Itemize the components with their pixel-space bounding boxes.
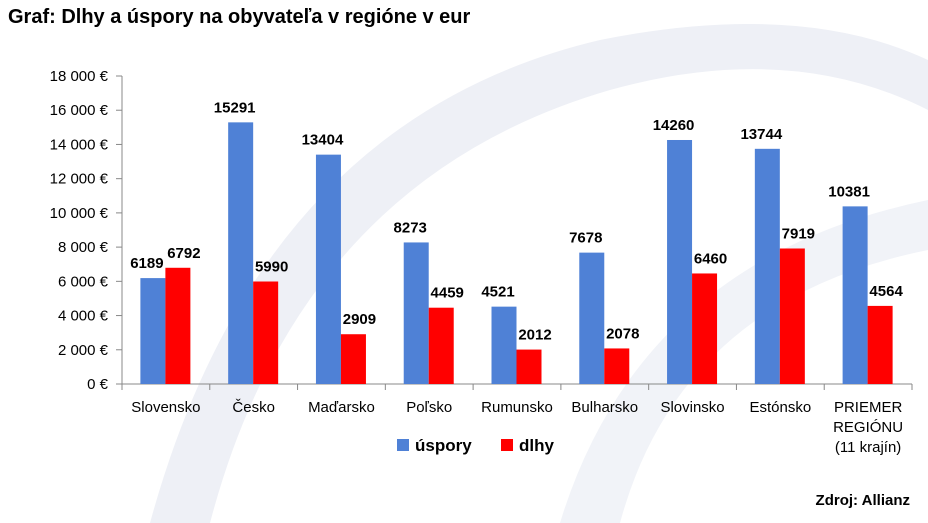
category-label: Rumunsko <box>481 399 553 416</box>
category-label: PRIEMER <box>834 399 903 416</box>
data-label: 4564 <box>869 283 903 300</box>
y-tick-label: 14 000 € <box>50 136 109 153</box>
data-label: 4521 <box>481 284 514 301</box>
bar-úspory <box>491 306 517 384</box>
bar-dlhy <box>779 248 805 384</box>
legend-label: dlhy <box>519 436 554 455</box>
category-label: Maďarsko <box>308 399 375 416</box>
category-label: Česko <box>232 399 275 416</box>
legend-label: úspory <box>415 436 472 455</box>
data-label: 13404 <box>302 132 344 149</box>
source-note: Zdroj: Allianz <box>815 492 910 509</box>
data-label: 14260 <box>653 117 695 134</box>
data-label: 7678 <box>569 230 602 247</box>
bar-dlhy <box>692 273 718 384</box>
category-label: (11 krajín) <box>835 439 901 456</box>
data-label: 2078 <box>606 325 639 342</box>
data-label: 7919 <box>782 225 815 242</box>
y-tick-label: 10 000 € <box>50 205 109 222</box>
bar-úspory <box>228 122 254 384</box>
chart-bars <box>140 122 893 384</box>
bar-dlhy <box>165 267 191 384</box>
data-label: 6189 <box>130 255 163 272</box>
bar-úspory <box>667 139 693 384</box>
data-label: 6792 <box>167 245 200 262</box>
y-tick-label: 0 € <box>87 376 109 393</box>
y-tick-label: 16 000 € <box>50 102 109 119</box>
legend-swatch-dlhy <box>501 439 513 451</box>
y-tick-label: 4 000 € <box>58 308 109 325</box>
bar-dlhy <box>340 334 366 384</box>
bar-dlhy <box>516 349 542 384</box>
category-label: Slovensko <box>131 399 200 416</box>
data-label: 8273 <box>394 219 427 236</box>
data-label: 10381 <box>828 183 870 200</box>
data-label: 15291 <box>214 99 256 116</box>
legend-swatch-úspory <box>397 439 409 451</box>
data-label: 4459 <box>431 285 464 302</box>
y-tick-label: 12 000 € <box>50 171 109 188</box>
bar-úspory <box>403 242 429 384</box>
category-label: REGIÓNU <box>833 419 903 436</box>
y-tick-label: 8 000 € <box>58 239 109 256</box>
y-tick-label: 2 000 € <box>58 342 109 359</box>
data-label: 13744 <box>740 126 782 143</box>
data-label: 5990 <box>255 259 288 276</box>
data-label: 2909 <box>343 311 376 328</box>
bar-úspory <box>754 148 780 384</box>
category-label: Poľsko <box>406 399 452 416</box>
bar-úspory <box>140 278 166 384</box>
y-tick-label: 6 000 € <box>58 273 109 290</box>
chart-title: Graf: Dlhy a úspory na obyvateľa v regió… <box>8 6 471 28</box>
bar-úspory <box>579 252 605 384</box>
chart-legend: úspory dlhy <box>397 436 554 455</box>
data-label: 6460 <box>694 250 727 267</box>
bar-dlhy <box>253 281 279 384</box>
bar-úspory <box>315 154 341 384</box>
bar-dlhy <box>428 307 454 384</box>
data-label: 2012 <box>518 327 551 344</box>
bar-dlhy <box>604 348 630 384</box>
category-label: Estónsko <box>749 399 811 416</box>
y-tick-label: 18 000 € <box>50 68 109 85</box>
bar-dlhy <box>867 305 893 384</box>
bar-úspory <box>842 206 868 384</box>
category-label: Slovinsko <box>660 399 724 416</box>
category-label: Bulharsko <box>571 399 638 416</box>
